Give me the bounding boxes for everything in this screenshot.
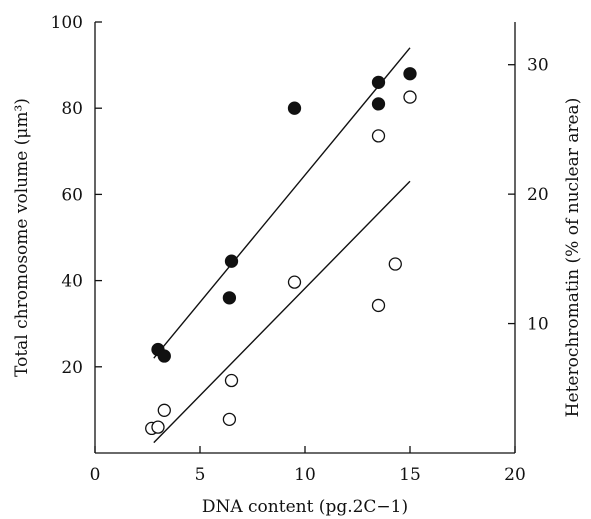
filled-point	[224, 254, 239, 268]
open-point	[371, 298, 386, 313]
open-point	[222, 412, 237, 426]
filled-point	[403, 67, 417, 81]
filled-point	[371, 75, 386, 89]
open-point	[287, 275, 302, 289]
open-point	[403, 90, 417, 104]
filled-point	[287, 101, 302, 115]
fit-line-series-2	[153, 180, 411, 444]
y-axis-title-right: Heterochromatin (% of nuclear area)	[563, 98, 583, 418]
y-tick-label-left: 80	[61, 99, 83, 119]
x-tick-label: 15	[399, 465, 421, 485]
x-tick-label: 10	[294, 465, 316, 485]
x-axis-title: DNA content (pg.2C−1)	[202, 497, 408, 517]
x-tick-label: 0	[90, 465, 101, 485]
open-point	[151, 420, 165, 434]
filled-point	[371, 97, 386, 111]
y-tick-label-left: 60	[61, 185, 83, 205]
y-tick-label-left: 40	[61, 272, 83, 292]
fit-line-series-1	[153, 47, 411, 359]
y-tick-label-left: 100	[51, 13, 83, 33]
open-point	[157, 403, 171, 417]
open-point	[371, 129, 386, 143]
y-tick-label-right: 20	[527, 185, 549, 205]
y-tick-label-left: 20	[61, 358, 83, 378]
open-point	[224, 373, 239, 388]
filled-point	[222, 291, 237, 305]
open-point	[388, 257, 402, 271]
y-tick-label-right: 10	[527, 315, 549, 335]
y-tick-label-right: 30	[527, 56, 549, 76]
x-tick-label: 20	[504, 465, 526, 485]
y-axis-title-left: Total chromosome volume (μm³)	[12, 98, 32, 377]
filled-point	[157, 349, 171, 363]
x-tick-label: 5	[195, 465, 206, 485]
